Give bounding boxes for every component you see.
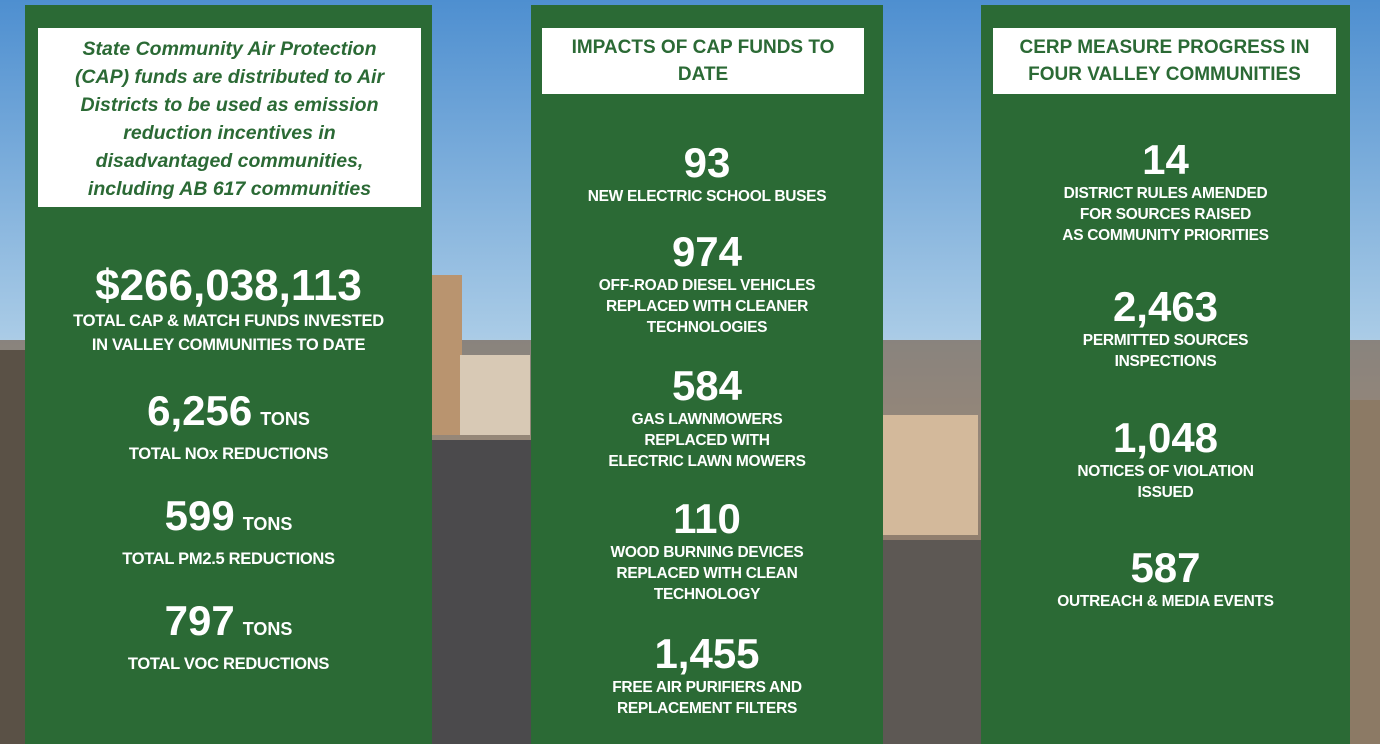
header-line: reduction incentives in [123,122,336,144]
stat-number: 587 [1130,544,1201,591]
stat-label: GAS LAWNMOWERS [631,411,783,428]
stat-label: FREE AIR PURIFIERS AND [612,679,802,696]
stat-number: 797 [164,597,235,644]
stat-label: OUTREACH & MEDIA EVENTS [1057,593,1274,610]
stat: 797 TONS TOTAL VOC REDUCTIONS [25,598,432,676]
stat-value: 1,455 [531,631,883,677]
stat-number: 2,463 [1112,283,1219,330]
stat: 1,048 NOTICES OF VIOLATION ISSUED [981,415,1350,503]
stat: 6,256 TONS TOTAL NOx REDUCTIONS [25,388,432,466]
stat-value: 110 [531,496,883,542]
stat-label: REPLACED WITH CLEANER [605,298,809,315]
stat: 599 TONS TOTAL PM2.5 REDUCTIONS [25,493,432,571]
stat-label: ELECTRIC LAWN MOWERS [608,453,806,470]
stat-label: DISTRICT RULES AMENDED [1063,185,1268,202]
stat-number: 110 [673,495,741,542]
header-line: State Community Air Protection [82,38,377,60]
header-line: disadvantaged communities, [95,150,364,172]
stat: 584 GAS LAWNMOWERS REPLACED WITH ELECTRIC L… [531,363,883,472]
stat-number: 14 [1142,136,1189,183]
stat-value: 584 [531,363,883,409]
stat-number: 6,256 [147,387,253,434]
stat-value: $266,038,113 [25,263,432,309]
stat-number: 584 [671,362,743,409]
stat-label: WOOD BURNING DEVICES [610,544,804,561]
header-line: IMPACTS OF CAP FUNDS TO [571,37,835,58]
header-line: CERP MEASURE PROGRESS IN [1019,37,1310,58]
stat-label: TECHNOLOGIES [646,319,768,336]
stat-label: REPLACED WITH [644,432,770,449]
header-line: FOUR VALLEY COMMUNITIES [1028,64,1301,85]
stat-label: INSPECTIONS [1114,353,1217,370]
stat: 110 WOOD BURNING DEVICES REPLACED WITH CLE… [531,496,883,605]
stat: $266,038,113 TOTAL CAP & MATCH FUNDS INVE… [25,263,432,357]
stat-label: TOTAL VOC REDUCTIONS [127,655,330,673]
stat-label: TOTAL NOx REDUCTIONS [128,445,329,463]
stat-unit: TONS [242,514,293,534]
stat-value: 14 [981,137,1350,183]
header-line: (CAP) funds are distributed to Air [74,66,385,88]
stat-label: ISSUED [1137,484,1194,501]
panel: CERP MEASURE PROGRESS IN FOUR VALLEY COMM… [981,5,1350,744]
stat-number: 974 [671,228,743,275]
stat-label: PERMITTED SOURCES [1082,332,1249,349]
header-line: including AB 617 communities [87,178,372,200]
stat-label: NEW ELECTRIC SCHOOL BUSES [587,188,827,205]
stat: 1,455 FREE AIR PURIFIERS AND REPLACEMENT F… [531,631,883,719]
stat-value: 6,256 TONS [25,388,432,442]
stat-label: NOTICES OF VIOLATION [1077,463,1254,480]
stat-value: 974 [531,229,883,275]
stat-unit: TONS [260,409,310,429]
stat-number: 599 [164,492,235,539]
stat-label: OFF-ROAD DIESEL VEHICLES [598,277,816,294]
stat-label: REPLACEMENT FILTERS [616,700,797,717]
panel-header: IMPACTS OF CAP FUNDS TO DATE [542,28,864,94]
stat-number: 1,048 [1112,414,1219,461]
stat: 974 OFF-ROAD DIESEL VEHICLES REPLACED WITH… [531,229,883,338]
stat: 93 NEW ELECTRIC SCHOOL BUSES [531,140,883,207]
stat-label: IN VALLEY COMMUNITIES TO DATE [91,336,366,354]
header-line: DATE [677,64,729,85]
stat-label: REPLACED WITH CLEAN [616,565,798,582]
stat-label: FOR SOURCES RAISED [1079,206,1252,223]
stat-number: 93 [683,139,731,186]
stat-number: $266,038,113 [95,261,362,310]
stat-value: 93 [531,140,883,186]
stat-label: TOTAL CAP & MATCH FUNDS INVESTED [73,312,384,330]
stat: 14 DISTRICT RULES AMENDED FOR SOURCES RAIS… [981,137,1350,246]
stat: 2,463 PERMITTED SOURCES INSPECTIONS [981,284,1350,372]
panel-header: CERP MEASURE PROGRESS IN FOUR VALLEY COMM… [993,28,1336,94]
stat-value: 1,048 [981,415,1350,461]
stat-label: AS COMMUNITY PRIORITIES [1062,227,1269,244]
panel-header: State Community Air Protection (CAP) fund… [38,28,421,207]
panel: IMPACTS OF CAP FUNDS TO DATE 93 NEW ELECTRI… [531,5,883,744]
panel: State Community Air Protection (CAP) fund… [25,5,432,744]
stat-label: TOTAL PM2.5 REDUCTIONS [122,550,335,568]
stat-value: 599 TONS [25,493,432,547]
stat: 587 OUTREACH & MEDIA EVENTS [981,545,1350,612]
stat-label: TECHNOLOGY [653,586,761,603]
stat-value: 2,463 [981,284,1350,330]
stat-number: 1,455 [654,630,760,677]
stat-value: 587 [981,545,1350,591]
stat-value: 797 TONS [25,598,432,652]
header-line: Districts to be used as emission [80,94,379,116]
stat-unit: TONS [242,619,293,639]
